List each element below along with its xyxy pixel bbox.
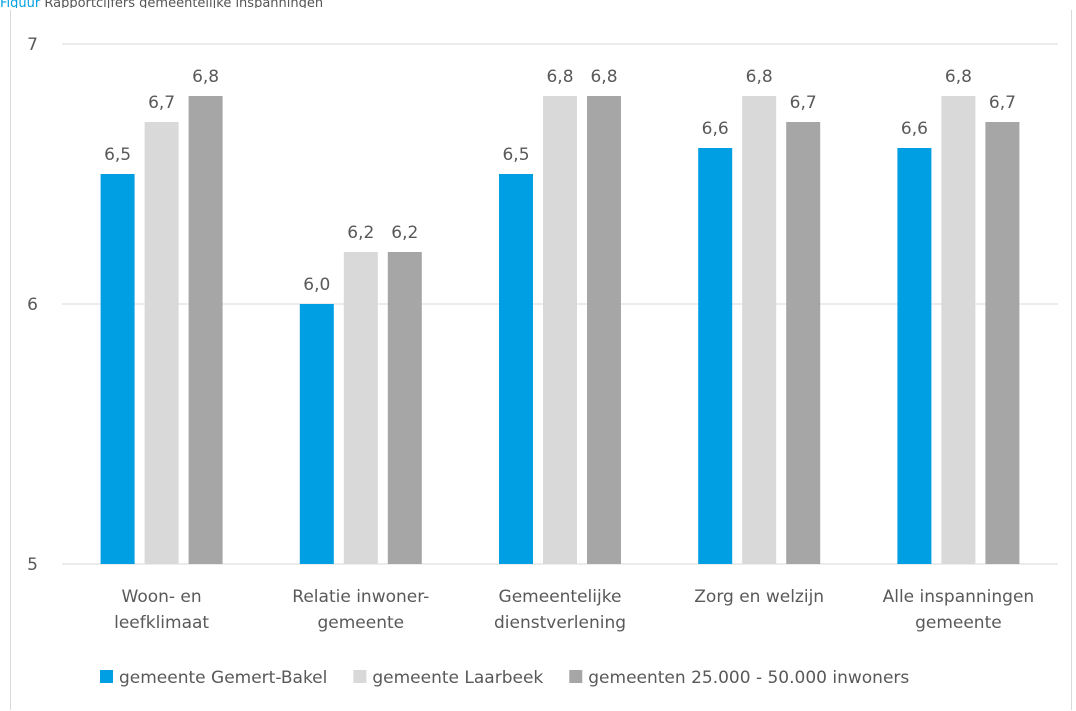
bar [941,96,976,564]
figure-caption-accent: Figuur [0,0,41,8]
legend: gemeente Gemert-Bakel gemeente Laarbeek ge… [100,668,909,688]
x-axis-categories: Woon- en leefklimaat Relatie inwoner-gemee… [114,587,1034,633]
data-label: 6,8 [192,67,219,87]
x-category-label: Gemeentelijke dienstverlening [494,587,626,633]
legend-swatch [569,670,583,683]
y-tick-label: 6 [27,295,38,315]
data-label: 6,8 [590,67,617,87]
data-labels: 6,5 6,7 6,8 6,0 6,2 6,2 6,5 6,8 6,8 6,6 6,8 6,7 6,6 6… [104,67,1016,295]
bar [144,122,179,564]
bar [786,122,821,564]
data-label: 6,7 [790,93,817,113]
bar [100,174,135,564]
data-label: 6,2 [391,223,418,243]
legend-label: gemeente Laarbeek [372,668,543,688]
legend-swatch [353,670,367,683]
x-category-label: Alle inspanningen gemeente [883,587,1035,633]
bar [188,96,223,564]
data-label: 6,8 [746,67,773,87]
bar [897,148,932,564]
data-label: 6,6 [901,119,928,139]
bars [100,96,1020,564]
bar [299,304,334,564]
y-tick-label: 5 [27,555,38,575]
data-label: 6,5 [502,145,529,165]
legend-label: gemeente Gemert-Bakel [119,668,327,688]
legend-label: gemeenten 25.000 - 50.000 inwoners [588,668,909,688]
x-category-label: Woon- en leefklimaat [114,587,209,633]
data-label: 6,5 [104,145,131,165]
figure-caption-text: Rapportcijfers gemeentelijke inspanninge… [44,0,324,8]
data-label: 6,0 [303,275,330,295]
data-label: 6,7 [148,93,175,113]
bar [343,252,378,564]
y-axis-ticks: 5 6 7 [27,35,38,575]
data-label: 6,6 [702,119,729,139]
legend-swatch [100,670,113,683]
data-label: 6,7 [989,93,1016,113]
bar [387,252,422,564]
bar [587,96,621,564]
bar [742,96,777,564]
bar [543,96,577,564]
data-label: 6,8 [546,67,573,87]
bar [985,122,1020,564]
bar [698,148,733,564]
bar [499,174,533,564]
data-label: 6,2 [347,223,374,243]
y-tick-label: 7 [27,35,38,55]
x-category-label: Relatie inwoner-gemeente [292,587,429,633]
chart-frame [10,10,1072,710]
x-category-label: Zorg en welzijn [694,587,824,607]
figure-caption-fragment: Figuur Rapportcijfers gemeentelijke insp… [0,0,1076,8]
data-label: 6,8 [945,67,972,87]
